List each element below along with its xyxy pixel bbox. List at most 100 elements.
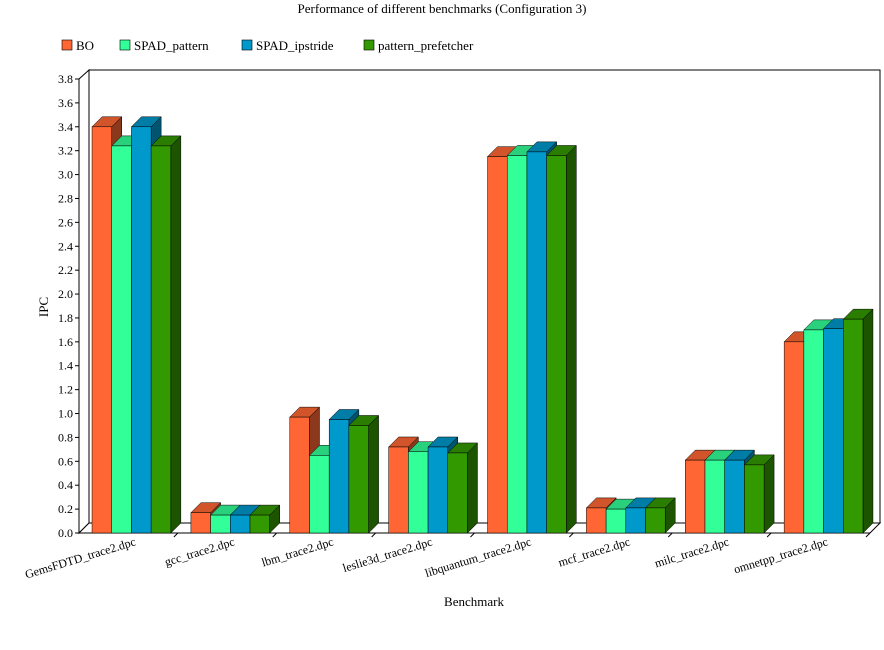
legend-label: SPAD_pattern (134, 38, 209, 53)
bar-front (249, 514, 270, 534)
x-category-label: gcc_trace2.dpc (163, 534, 236, 569)
y-tick-label: 3.2 (58, 144, 73, 158)
bar-side (566, 144, 577, 534)
legend-item: SPAD_pattern (119, 38, 209, 53)
plot-area (77, 68, 882, 535)
bar-front (328, 419, 350, 534)
x-category-label: libquantum_trace2.dpc (423, 534, 533, 580)
bar-front (783, 341, 805, 534)
bar (743, 454, 775, 534)
bar-front (447, 452, 468, 534)
y-tick-label: 3.6 (58, 96, 73, 110)
bar-front (704, 459, 725, 534)
bar-side (862, 308, 874, 534)
bar-front (506, 155, 528, 534)
legend-swatch (241, 39, 253, 51)
bar-front (91, 126, 112, 534)
bar (348, 414, 380, 534)
bar (842, 308, 874, 534)
bar-front (645, 507, 666, 534)
legend-label: SPAD_ipstride (256, 38, 334, 53)
bar-side (467, 442, 478, 534)
x-tick-mark (766, 532, 772, 538)
x-tick-mark (272, 532, 278, 538)
x-axis-categories: GemsFDTD_trace2.dpc gcc_trace2.dpc lbm_tra… (23, 532, 871, 581)
left-wall (78, 68, 90, 535)
legend-swatch (363, 39, 375, 51)
bar-front (685, 459, 706, 534)
y-tick-label: 0.6 (58, 454, 73, 468)
bar-front (150, 145, 172, 534)
y-tick-label: 2.0 (58, 287, 73, 301)
y-tick-label: 2.6 (58, 215, 73, 229)
bar-front (724, 459, 745, 534)
bar-front (348, 425, 369, 534)
bar (150, 135, 182, 534)
x-category-label: GemsFDTD_trace2.dpc (23, 534, 137, 581)
y-tick-label: 3.4 (58, 120, 73, 134)
x-category-label: omnetpp_trace2.dpc (732, 534, 829, 576)
bar-front (131, 126, 152, 534)
x-tick-mark (173, 532, 179, 538)
bar-front (843, 318, 864, 534)
y-tick-label: 2.8 (58, 191, 73, 205)
y-tick-label: 2.2 (58, 263, 73, 277)
bar-side (763, 454, 775, 534)
x-tick-mark (371, 532, 376, 538)
y-tick-label: 0.0 (58, 526, 73, 540)
legend-swatch (119, 39, 131, 51)
bars (91, 116, 874, 534)
bar (447, 442, 479, 534)
bar-front (388, 446, 409, 534)
bar-front (111, 145, 132, 534)
y-tick-label: 3.8 (58, 72, 73, 86)
bar-front (289, 416, 310, 534)
y-tick-label: 1.8 (58, 311, 73, 325)
x-tick-mark (470, 532, 475, 538)
bar-front (408, 451, 429, 534)
bar-front (803, 329, 824, 534)
y-tick-label: 1.0 (58, 407, 73, 421)
bar-front (823, 328, 844, 534)
bar-front (546, 155, 567, 534)
x-tick-mark (569, 532, 574, 538)
bar-front (526, 151, 547, 534)
legend-item: SPAD_ipstride (241, 38, 334, 53)
legend-label: pattern_prefetcher (378, 38, 474, 53)
x-tick-mark (667, 532, 673, 538)
bar-front (210, 514, 231, 534)
y-tick-label: 3.0 (58, 168, 73, 182)
bar-front (309, 455, 330, 534)
bar-side (170, 135, 182, 534)
bar-front (487, 156, 508, 534)
bar-front (586, 507, 607, 534)
bar-front (427, 446, 449, 534)
bar (249, 504, 281, 534)
chart-title: Performance of different benchmarks (Con… (298, 1, 587, 16)
bar (644, 497, 676, 534)
y-tick-label: 1.2 (58, 383, 73, 397)
bar-front (605, 508, 627, 534)
legend-label: BO (76, 38, 94, 53)
x-category-label: milc_trace2.dpc (653, 534, 731, 570)
x-category-label: leslie3d_trace2.dpc (341, 534, 434, 575)
legend-item: BO (61, 38, 94, 53)
legend-swatch (61, 39, 73, 51)
bar-front (190, 512, 211, 534)
x-axis-title: Benchmark (444, 594, 504, 609)
y-axis-ticks: 0.0 0.2 0.4 0.6 0.8 1.0 1.2 1.4 1.6 1.8 2.0 2.2 2.4 2… (58, 72, 79, 540)
legend: BO SPAD_pattern SPAD_ipstride pattern_prefe… (61, 38, 474, 53)
bar-side (368, 414, 379, 534)
x-category-label: mcf_trace2.dpc (557, 534, 632, 569)
bar-front (744, 464, 765, 534)
bar-front (230, 514, 251, 534)
bar-front (625, 507, 646, 534)
y-axis-title: IPC (36, 297, 51, 317)
y-tick-label: 0.8 (58, 430, 73, 444)
y-tick-label: 0.4 (58, 478, 73, 492)
x-category-label: lbm_trace2.dpc (260, 534, 335, 569)
bar (546, 144, 577, 534)
y-tick-label: 1.6 (58, 335, 73, 349)
legend-item: pattern_prefetcher (363, 38, 474, 53)
